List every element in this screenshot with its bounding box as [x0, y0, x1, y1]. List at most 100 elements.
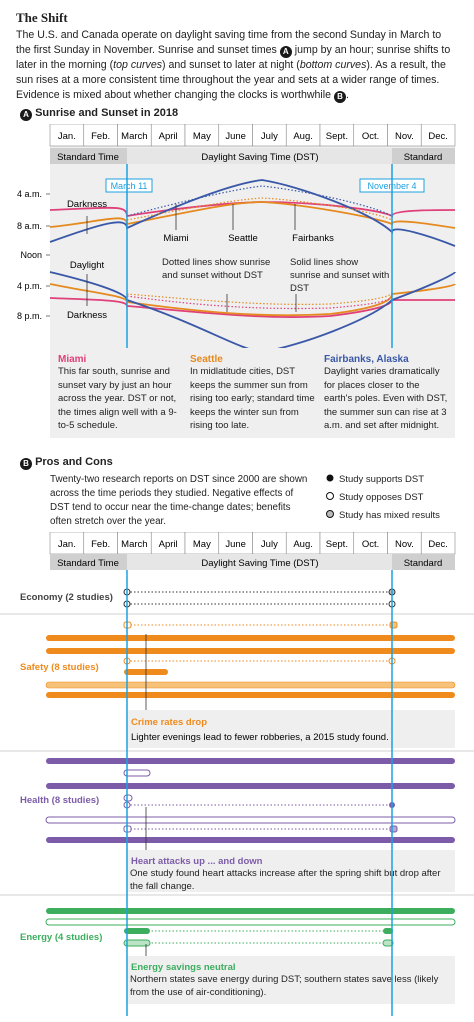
month-label: July [261, 539, 278, 550]
month-label: Jan. [58, 131, 76, 142]
economy-label: Economy (2 studies) [20, 592, 113, 603]
b-standard-right-label: Standard [404, 558, 443, 569]
zone-daylight: Daylight [70, 260, 105, 271]
time-tick-label: 4 a.m. [17, 189, 42, 199]
health-label: Health (8 studies) [20, 795, 99, 806]
energy-study-3-start [124, 928, 150, 934]
month-label: May [193, 131, 211, 142]
label-miami: Miami [163, 233, 188, 244]
city-seattle: Seattle In midlatitude cities, DST keeps… [190, 354, 315, 431]
safety-study-6 [45, 681, 456, 689]
health-callout-title: Heart attacks up ... and down [131, 856, 263, 867]
safety-callout-box [127, 710, 455, 748]
label-seattle: Seattle [228, 233, 258, 244]
month-label: Aug. [293, 131, 313, 142]
month-label: Dec. [428, 539, 448, 550]
zone-darkness-top: Darkness [67, 199, 107, 210]
energy-callout-box [127, 956, 455, 1004]
date-start-label: March 11 [111, 181, 148, 191]
month-label: Sept. [326, 131, 348, 142]
time-tick-label: 4 p.m. [17, 281, 42, 291]
month-label: Jan. [58, 539, 76, 550]
dst-band [127, 148, 392, 164]
sun-curve [49, 201, 456, 229]
month-label: Nov. [395, 131, 414, 142]
safety-callout-title: Crime rates drop [131, 717, 207, 728]
standard-time-band-left [50, 148, 127, 164]
note-solid: Solid lines show sunrise and sunset with… [290, 257, 389, 294]
health-study-8 [46, 837, 455, 843]
month-label: April [159, 539, 178, 550]
month-label: Nov. [395, 539, 414, 550]
standard-time-band-right [392, 148, 455, 164]
legend-mixed: Study has mixed results [325, 507, 440, 525]
section-b-intro: Twenty-two research reports on DST since… [50, 474, 308, 527]
health-callout-text: One study found heart attacks increase a… [130, 868, 441, 892]
month-label: Feb. [91, 131, 110, 142]
b-dst-band [127, 554, 392, 570]
health-study-6 [45, 816, 456, 824]
badge-b-icon: B [20, 458, 32, 470]
month-label: Aug. [293, 539, 313, 550]
legend-opposes: Study opposes DST [325, 489, 440, 507]
standard-label-right: Standard [404, 152, 443, 163]
month-label: Dec. [428, 131, 448, 142]
time-tick-label: 8 p.m. [17, 311, 42, 321]
intro-paragraph: The U.S. and Canada operate on daylight … [16, 29, 451, 103]
month-label: May [193, 539, 211, 550]
city-descriptions: Miami This far south, sunrise and sunset… [50, 348, 455, 438]
section-a-heading: A Sunrise and Sunset in 2018 [20, 107, 178, 121]
health-callout-box [127, 850, 455, 892]
energy-study-1 [46, 908, 455, 914]
energy-callout-text: Northern states save energy during DST; … [130, 974, 438, 998]
month-label: March [121, 131, 147, 142]
b-standard-left [50, 554, 127, 570]
time-tick-label: Noon [20, 250, 42, 260]
month-label: June [225, 131, 246, 142]
badge-b-icon: B [334, 91, 346, 103]
month-header: Jan. Feb. March April May June July Aug. Sept. Oc… [49, 124, 456, 147]
standard-time-label: Standard Time [57, 152, 119, 163]
badge-a-icon: A [20, 109, 32, 121]
sun-curve [49, 283, 456, 317]
label-fairbanks: Fairbanks [292, 233, 334, 244]
safety-study-1-end [389, 621, 398, 629]
dst-label: Daylight Saving Time (DST) [201, 152, 318, 163]
month-label: March [121, 539, 147, 550]
month-label: Sept. [326, 539, 348, 550]
health-study-4 [123, 794, 133, 802]
health-study-2 [123, 769, 151, 777]
energy-study-4-end [382, 939, 394, 947]
note-dotted: Dotted lines show sunrise and sunset wit… [162, 257, 270, 281]
zone-darkness-bottom: Darkness [67, 310, 107, 321]
sun-curve [49, 297, 455, 318]
month-label: Oct. [362, 131, 379, 142]
month-label: July [261, 131, 278, 142]
month-label: Oct. [362, 539, 379, 550]
b-standard-left-label: Standard Time [57, 558, 119, 569]
sunrise-sunset-chart: Jan. Feb. March April May June July Aug. Sept. Oc… [17, 124, 456, 353]
health-study-7-end [389, 825, 398, 833]
date-start-box [105, 178, 153, 193]
safety-study-2 [46, 635, 455, 641]
health-study-1 [46, 758, 455, 764]
health-study-3 [46, 783, 455, 789]
energy-study-3-end [383, 928, 393, 934]
month-cell [420, 124, 456, 147]
sun-curve [126, 185, 393, 217]
city-miami: Miami This far south, sunrise and sunset… [58, 354, 177, 431]
city-fairbanks: Fairbanks, Alaska Daylight varies dramat… [324, 354, 448, 431]
month-label: April [159, 131, 178, 142]
legend: Study supports DST Study opposes DST Stu… [325, 471, 440, 525]
b-standard-right [392, 554, 455, 570]
page-title: The Shift [16, 10, 68, 25]
b-dst-label: Daylight Saving Time (DST) [201, 558, 318, 569]
month-label: Feb. [91, 539, 110, 550]
safety-study-7 [46, 692, 455, 698]
month-label: June [225, 539, 246, 550]
studies-chart: Jan. Feb. March April May June July Aug. Sept. Oc… [0, 532, 474, 1016]
energy-study-4-start [123, 939, 151, 947]
section-b-heading: B Pros and Cons [20, 456, 113, 470]
time-ticks: 4 a.m. 8 a.m. Noon 4 p.m. 8 p.m. [17, 189, 50, 321]
time-tick-label: 8 a.m. [17, 221, 42, 231]
